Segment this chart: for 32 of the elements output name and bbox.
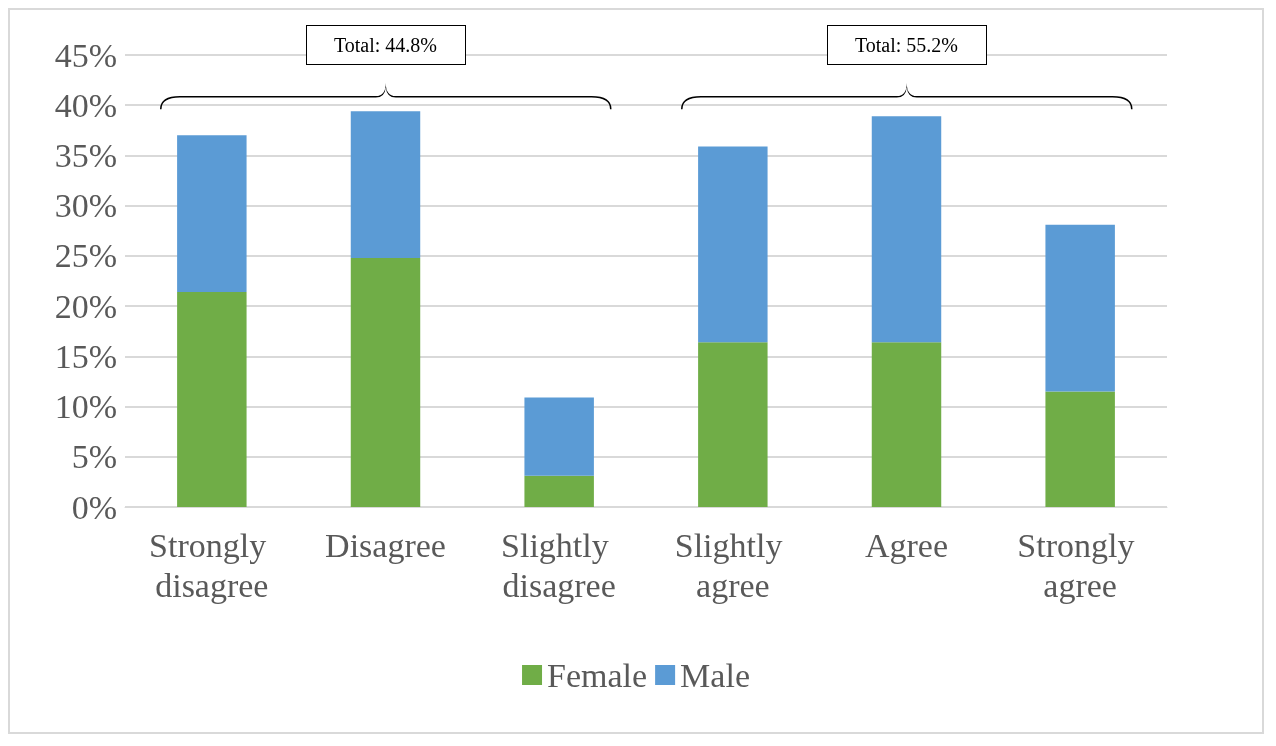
- y-tick-label: 0%: [71, 488, 117, 526]
- bar: [871, 116, 942, 343]
- y-tick-label: 15%: [54, 337, 117, 375]
- x-tick-label: Agree: [864, 526, 949, 564]
- y-tick-label: 10%: [54, 388, 117, 426]
- y-tick-label: 35%: [54, 136, 117, 174]
- y-tick-label: 5%: [71, 438, 117, 476]
- legend-label: Male: [680, 656, 750, 694]
- y-tick-label: 30%: [54, 187, 117, 225]
- x-tick-label: Slightly agree: [674, 526, 791, 604]
- bar: [1045, 224, 1115, 392]
- bar: [524, 397, 594, 476]
- legend-label: Female: [547, 656, 648, 694]
- bar: [177, 292, 247, 507]
- x-tick-label: Strongly agree: [1017, 526, 1143, 604]
- y-tick-label: 25%: [54, 237, 117, 275]
- bar: [698, 342, 768, 507]
- annotation: Total: 44.8%: [305, 25, 466, 65]
- bar: [1045, 391, 1115, 507]
- bar: [350, 257, 421, 507]
- bar: [524, 475, 594, 507]
- x-tick-label: Slightly disagree: [501, 526, 618, 604]
- bar: [871, 342, 942, 507]
- x-tick-label: Strongly disagree: [149, 526, 275, 604]
- y-tick-label: 20%: [54, 287, 117, 325]
- bar: [698, 146, 768, 343]
- bar: [177, 135, 247, 293]
- x-tick-label: Disagree: [325, 526, 446, 564]
- y-tick-label: 45%: [54, 36, 117, 74]
- bar: [350, 111, 421, 258]
- y-tick-label: 40%: [54, 86, 117, 124]
- annotation: Total: 55.2%: [826, 25, 987, 65]
